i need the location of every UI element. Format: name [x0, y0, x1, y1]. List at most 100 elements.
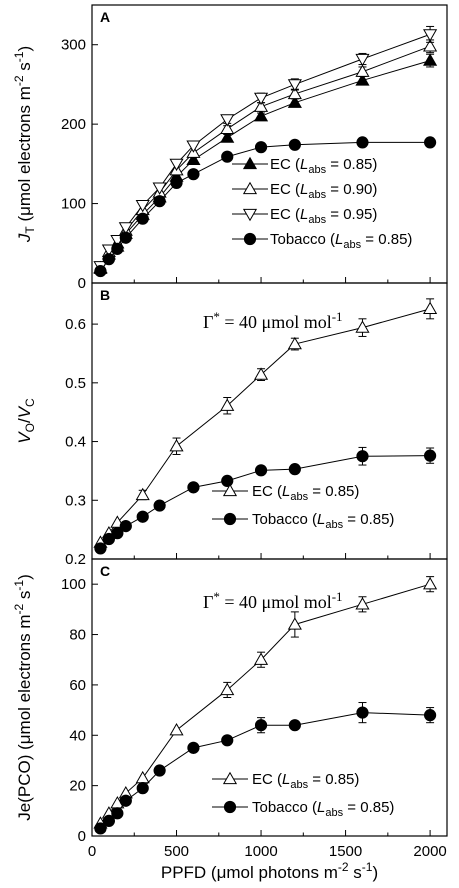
legend-marker: [242, 156, 258, 170]
data-point: [187, 168, 200, 181]
legend-marker: [222, 771, 238, 785]
y-tick-label: 100: [61, 576, 86, 593]
legend: EC (Labs = 0.85) Tobacco (Labs = 0.85): [212, 771, 394, 819]
data-point: [423, 709, 437, 722]
y-tick-label: 80: [69, 627, 86, 644]
data-point: [102, 253, 116, 266]
data-point: [423, 39, 438, 52]
data-point: [288, 719, 301, 732]
x-tick-label: 2000: [413, 843, 446, 860]
legend-entry: Tobacco (Labs = 0.85): [252, 511, 394, 531]
data-point: [287, 79, 302, 92]
y-tick-label: 0.3: [65, 492, 86, 509]
y-axis-label: JT (μmol electrons m-2 s-1): [12, 46, 37, 243]
data-point: [153, 499, 166, 512]
legend-marker: [242, 181, 258, 195]
data-point: [356, 136, 369, 149]
y-tick-label: 20: [69, 778, 86, 795]
data-point: [169, 158, 184, 172]
y-tick-label: 0.5: [65, 375, 86, 392]
data-point: [423, 53, 438, 66]
data-point: [169, 439, 184, 452]
legend-marker: [242, 208, 258, 222]
data-point: [220, 114, 235, 127]
data-point: [186, 140, 201, 153]
y-tick-label: 40: [69, 727, 86, 744]
data-point: [136, 212, 149, 225]
gamma-annotation: Γ* = 40 μmol mol-1: [203, 589, 343, 612]
series-2: [94, 446, 437, 555]
data-point: [254, 464, 268, 477]
legend: EC (Labs = 0.85) Tobacco (Labs = 0.85): [212, 483, 394, 531]
data-point: [254, 141, 268, 154]
legend-entry: EC (Labs = 0.85): [252, 483, 359, 503]
data-point: [423, 576, 438, 590]
legend: EC (Labs = 0.85) EC (Labs = 0.90) EC (Labs…: [232, 156, 412, 251]
data-point: [221, 150, 234, 163]
data-point: [221, 734, 234, 747]
legend-marker: [243, 232, 257, 246]
legend-marker: [223, 512, 237, 526]
data-point: [287, 95, 302, 108]
x-axis-label: PPFD (μmol photons m-2 s-1): [161, 860, 378, 882]
legend-entry: EC (Labs = 0.85): [252, 771, 359, 791]
plot-frame: [91, 558, 448, 837]
y-tick-label: 200: [61, 116, 86, 133]
data-point: [119, 794, 132, 807]
x-tick-label: 500: [164, 843, 189, 860]
data-point: [221, 474, 234, 487]
data-point: [355, 53, 370, 67]
panel-B: B 0.2 0.3 0.4 0.5 0.6 EC (Labs = 0.85) Tobacco …: [15, 282, 448, 568]
data-point: [170, 176, 183, 190]
y-tick-label: 100: [61, 196, 86, 213]
data-point: [356, 450, 369, 463]
legend-entry: Tobacco (Labs = 0.85): [270, 231, 412, 251]
y-tick-label: 0: [78, 828, 86, 845]
data-point: [254, 719, 268, 732]
data-point: [253, 92, 269, 106]
data-point: [153, 195, 166, 208]
data-point: [423, 29, 438, 42]
data-point: [423, 301, 438, 314]
data-point: [118, 222, 133, 235]
data-point: [355, 73, 370, 86]
data-point: [187, 741, 200, 754]
data-point: [111, 527, 124, 540]
data-point: [119, 231, 132, 244]
data-point: [169, 723, 184, 736]
data-point: [94, 542, 107, 555]
gamma-annotation: Γ* = 40 μmol mol-1: [203, 309, 343, 332]
data-point: [135, 487, 150, 501]
y-tick-label: 0.4: [65, 434, 86, 451]
data-point: [94, 822, 107, 835]
data-point: [111, 242, 124, 255]
panel-label: A: [100, 9, 110, 25]
legend-entry: Tobacco (Labs = 0.85): [252, 799, 394, 819]
legend-entry: EC (Labs = 0.90): [270, 181, 377, 201]
data-point: [135, 200, 150, 213]
data-point: [253, 652, 269, 665]
data-point: [111, 807, 124, 820]
x-tick-label: 1500: [329, 843, 362, 860]
data-point: [355, 64, 370, 77]
y-tick-label: 60: [69, 677, 86, 694]
data-point: [220, 121, 235, 135]
data-point: [153, 764, 166, 777]
data-point: [136, 782, 149, 795]
series-2: [94, 702, 437, 835]
series-line: [100, 308, 431, 543]
data-point: [423, 449, 437, 462]
legend-marker: [222, 483, 238, 497]
x-tick-label: 0: [88, 843, 96, 860]
data-point: [287, 617, 302, 630]
data-point: [355, 320, 370, 333]
series-1: [93, 298, 438, 548]
data-point: [355, 597, 370, 610]
series-4: [94, 136, 437, 278]
data-point: [288, 463, 301, 476]
data-point: [187, 481, 200, 494]
y-tick-label: 300: [61, 37, 86, 54]
data-point: [288, 138, 301, 151]
